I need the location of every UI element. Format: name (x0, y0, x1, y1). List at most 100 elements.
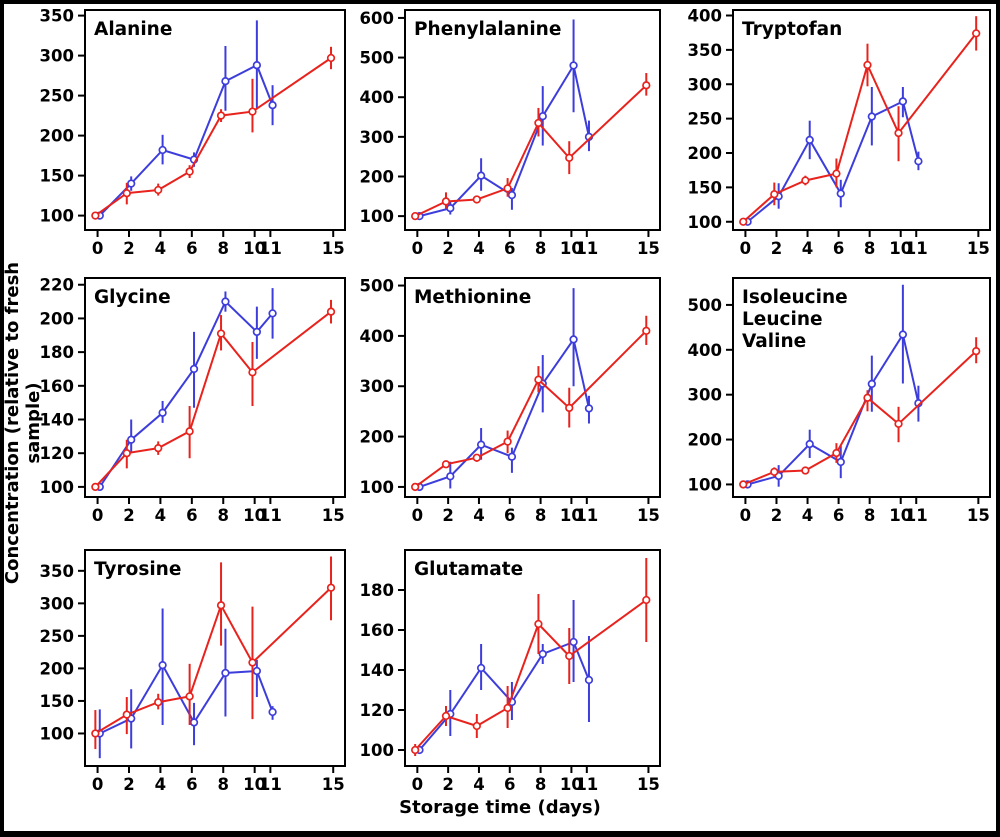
x-tick-label: 0 (412, 506, 423, 525)
glycine-blue-series (95, 288, 277, 492)
x-tick-label: 2 (771, 239, 782, 258)
x-tick-label: 0 (412, 775, 423, 794)
data-point (770, 467, 779, 477)
data-point (91, 729, 100, 738)
y-tick-label: 120 (360, 701, 394, 720)
x-axis-label: Storage time (days) (399, 797, 601, 818)
y-tick-label: 220 (40, 276, 74, 295)
data-point (584, 675, 594, 685)
panel-title: Methionine (414, 287, 531, 308)
x-tick-label: 11 (575, 775, 598, 794)
x-tick-label: 2 (442, 775, 453, 794)
x-tick-label: 0 (92, 506, 103, 525)
x-tick-label: 4 (473, 506, 484, 525)
data-point (867, 379, 876, 389)
plot-frame (404, 549, 661, 767)
x-tick-label: 8 (535, 506, 546, 525)
plot-frame (404, 9, 661, 231)
data-point (446, 204, 455, 213)
data-point (534, 619, 543, 629)
data-point (569, 335, 578, 344)
data-point (326, 583, 336, 592)
data-point (326, 307, 336, 316)
x-tick-label: 15 (967, 239, 990, 258)
data-point (894, 419, 903, 429)
data-point (770, 190, 779, 199)
data-point (898, 97, 908, 106)
x-tick-label: 15 (637, 239, 660, 258)
x-tick-label: 0 (412, 239, 423, 258)
y-tick-label: 350 (40, 7, 74, 26)
data-point (476, 171, 486, 180)
data-point (538, 112, 547, 121)
data-point (472, 453, 481, 462)
plot-frame (732, 9, 991, 231)
data-point (863, 60, 872, 70)
data-point (122, 189, 131, 198)
x-tick-label: 15 (967, 506, 990, 525)
y-tick-label: 500 (360, 277, 394, 296)
x-tick-label: 8 (864, 506, 875, 525)
panel-title: Isoleucine (742, 287, 848, 308)
data-point (569, 61, 578, 70)
plot-frame (84, 549, 346, 767)
y-tick-label: 150 (40, 692, 74, 711)
series-line (414, 84, 647, 218)
data-point (268, 101, 277, 110)
y-tick-label: 300 (40, 594, 74, 613)
x-tick-label: 11 (575, 506, 598, 525)
data-point (894, 128, 903, 138)
y-tick-label: 140 (40, 411, 74, 430)
tyrosine-red-series (91, 556, 336, 750)
x-tick-label: 2 (123, 775, 134, 794)
x-tick-label: 2 (123, 239, 134, 258)
tryptofan-blue-series (743, 87, 923, 226)
x-tick-label: 4 (802, 506, 813, 525)
x-tick-label: 15 (637, 506, 660, 525)
x-tick-label: 6 (186, 775, 197, 794)
data-point (503, 437, 512, 446)
data-point (863, 393, 872, 402)
panel-title: Valine (742, 331, 806, 352)
series-line (419, 62, 590, 218)
x-tick-label: 0 (740, 239, 751, 258)
x-tick-label: 8 (535, 239, 546, 258)
data-point (189, 364, 199, 374)
x-tick-label: 0 (92, 239, 103, 258)
glutamate-blue-series (415, 600, 594, 755)
methionine-red-series (411, 315, 651, 492)
x-tick-label: 6 (833, 506, 844, 525)
data-point (185, 167, 194, 176)
y-tick-label: 200 (360, 428, 394, 447)
plot-frame (84, 277, 346, 498)
data-point (252, 666, 262, 676)
data-point (503, 703, 512, 713)
data-point (801, 176, 810, 185)
methionine-blue-series (415, 288, 594, 492)
data-point (154, 443, 163, 453)
data-point (584, 404, 594, 413)
data-point (158, 661, 167, 670)
data-point (326, 53, 336, 63)
y-tick-label: 400 (360, 88, 394, 107)
data-point (154, 698, 163, 707)
y-tick-label: 200 (360, 167, 394, 186)
isoleucine-leucine-valine-blue-series (743, 284, 923, 489)
data-point (534, 118, 543, 128)
series-line (418, 640, 590, 751)
panel-title: Alanine (94, 19, 172, 40)
series-line (94, 310, 332, 488)
series-line (99, 663, 274, 735)
data-point (534, 375, 543, 384)
x-tick-label: 4 (802, 239, 813, 258)
data-point (154, 185, 163, 195)
data-point (898, 330, 908, 339)
data-point (867, 112, 876, 121)
data-point (122, 449, 131, 458)
